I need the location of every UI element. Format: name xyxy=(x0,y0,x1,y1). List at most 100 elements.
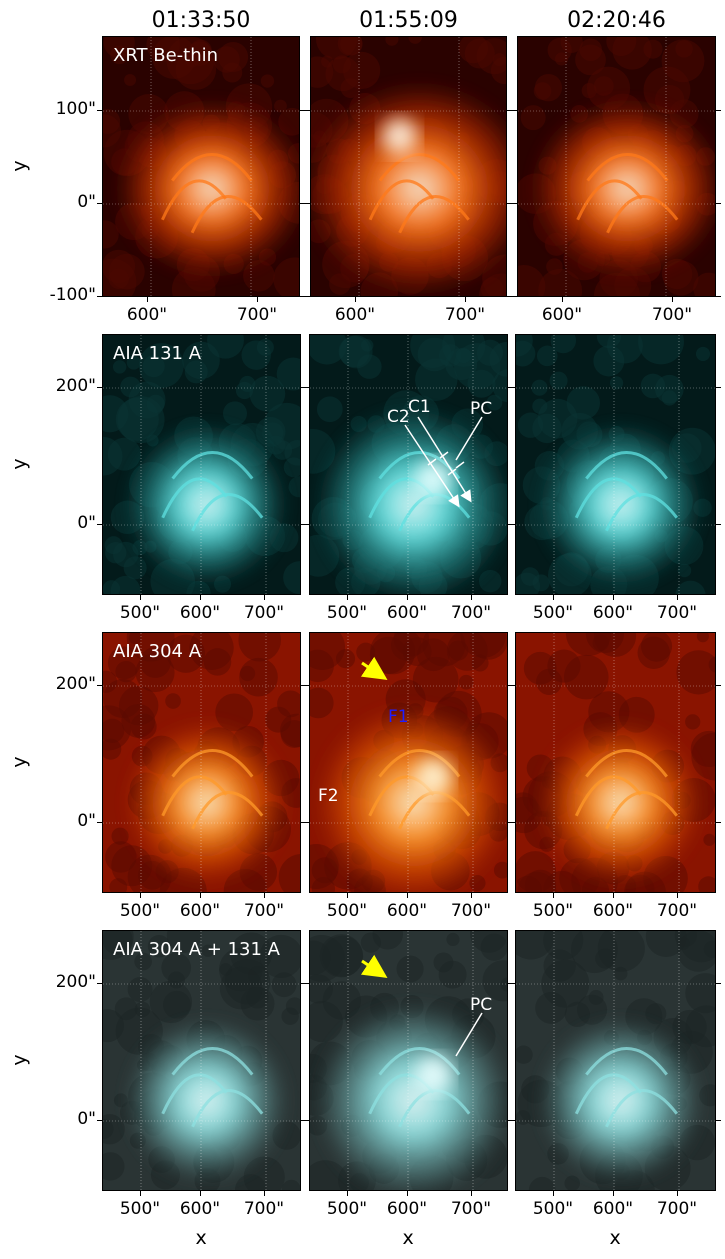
x-tick-mark xyxy=(553,893,554,898)
panel-xrt-1: XRT Be-thin xyxy=(102,36,300,297)
y-tick-mark-right xyxy=(716,524,721,525)
x-tick-mark xyxy=(147,297,148,302)
x-tick-mark xyxy=(407,595,408,600)
y-tick-label: 200" xyxy=(55,972,96,992)
y-tick-mark xyxy=(97,203,102,204)
x-tick-mark xyxy=(613,1191,614,1196)
x-tick-label: 600" xyxy=(541,305,583,325)
x-tick-label: 700" xyxy=(450,603,492,623)
column-title: 01:55:09 xyxy=(359,8,458,33)
y-tick-mark xyxy=(510,1120,515,1121)
y-tick-label: 100" xyxy=(55,99,96,119)
x-tick-mark xyxy=(140,893,141,898)
x-axis-label: x xyxy=(195,1227,207,1249)
x-tick-label: 600" xyxy=(179,603,221,623)
label-pc: PC xyxy=(470,399,493,419)
x-tick-label: 700" xyxy=(651,305,693,325)
y-tick-mark xyxy=(304,1120,309,1121)
x-tick-mark xyxy=(347,893,348,898)
x-tick-mark xyxy=(264,893,265,898)
x-tick-mark xyxy=(407,893,408,898)
x-tick-mark xyxy=(465,297,466,302)
y-tick-mark-right xyxy=(716,983,721,984)
x-tick-mark xyxy=(264,595,265,600)
column-title: 02:20:46 xyxy=(567,8,666,33)
panel-xrt-2 xyxy=(310,36,507,297)
row-label: AIA 304 A + 131 A xyxy=(113,939,280,960)
x-tick-label: 600" xyxy=(592,603,634,623)
panel-composite-2: PC xyxy=(309,930,508,1191)
y-tick-mark xyxy=(305,203,310,204)
y-axis-label: y xyxy=(8,1053,31,1066)
y-tick-mark-right xyxy=(300,110,305,111)
y-tick-mark xyxy=(510,524,515,525)
x-tick-label: 700" xyxy=(656,603,698,623)
x-tick-label: 700" xyxy=(243,901,285,921)
panel-aia131-2: C1 C2 PC xyxy=(309,334,508,595)
y-tick-mark xyxy=(304,983,309,984)
solar-image xyxy=(311,37,506,296)
y-tick-mark-right xyxy=(716,822,721,823)
x-tick-mark xyxy=(677,595,678,600)
y-axis-label: y xyxy=(8,159,31,172)
solar-image xyxy=(103,37,299,296)
x-tick-label: 600" xyxy=(386,1199,428,1219)
x-tick-mark xyxy=(613,893,614,898)
y-tick-mark xyxy=(97,110,102,111)
annotation-line xyxy=(404,424,460,508)
panel-aia304-2: F1 F2 xyxy=(309,632,508,893)
x-tick-label: 600" xyxy=(592,1199,634,1219)
x-tick-label: 600" xyxy=(179,901,221,921)
x-tick-mark xyxy=(613,595,614,600)
y-tick-mark xyxy=(97,1120,102,1121)
x-tick-label: 700" xyxy=(656,1199,698,1219)
y-axis-label: y xyxy=(8,457,31,470)
y-tick-mark xyxy=(97,983,102,984)
annotation-line xyxy=(417,416,472,503)
annotation-line xyxy=(455,461,465,469)
solar-image xyxy=(103,931,300,1190)
panel-composite-3 xyxy=(515,930,716,1191)
y-tick-mark-right xyxy=(301,822,306,823)
label-c2: C2 xyxy=(387,407,410,427)
y-tick-mark-right xyxy=(301,1120,306,1121)
y-tick-label: 0" xyxy=(77,1109,96,1129)
x-tick-mark xyxy=(672,297,673,302)
y-tick-mark-right xyxy=(300,296,305,297)
x-tick-mark xyxy=(140,595,141,600)
x-tick-label: 500" xyxy=(532,603,574,623)
y-tick-mark xyxy=(512,110,517,111)
x-tick-label: 500" xyxy=(532,901,574,921)
y-tick-mark xyxy=(97,387,102,388)
y-tick-mark-right xyxy=(301,387,306,388)
x-tick-mark xyxy=(562,297,563,302)
x-tick-mark xyxy=(257,297,258,302)
y-tick-mark xyxy=(97,685,102,686)
x-tick-label: 500" xyxy=(532,1199,574,1219)
x-tick-mark xyxy=(471,1191,472,1196)
y-tick-mark xyxy=(510,822,515,823)
x-tick-label: 500" xyxy=(119,603,161,623)
solar-image xyxy=(310,335,507,594)
solar-image xyxy=(103,335,300,594)
x-tick-mark xyxy=(347,1191,348,1196)
label-f2: F2 xyxy=(318,786,339,806)
y-tick-mark-right xyxy=(716,685,721,686)
panel-aia304-3 xyxy=(515,632,716,893)
solar-image xyxy=(516,931,715,1190)
x-tick-mark xyxy=(677,893,678,898)
yellow-arrow xyxy=(360,954,388,978)
x-tick-mark xyxy=(407,1191,408,1196)
x-tick-label: 700" xyxy=(444,305,486,325)
x-tick-mark xyxy=(677,1191,678,1196)
annotation-line xyxy=(439,451,449,459)
x-tick-mark xyxy=(264,1191,265,1196)
row-label: AIA 304 A xyxy=(113,641,202,662)
y-tick-mark xyxy=(510,685,515,686)
solar-image xyxy=(310,633,507,892)
y-tick-mark-right xyxy=(300,203,305,204)
y-tick-mark-right xyxy=(301,685,306,686)
solar-image xyxy=(518,37,715,296)
y-tick-label: 200" xyxy=(55,674,96,694)
